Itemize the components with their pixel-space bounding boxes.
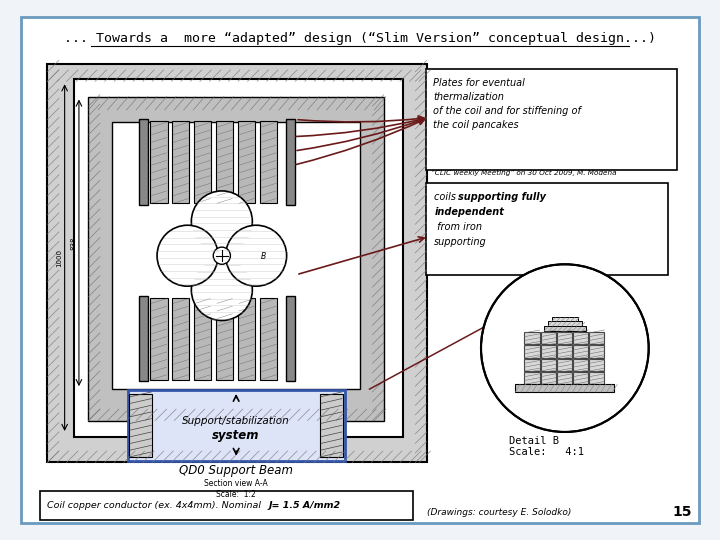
Bar (557, 332, 572, 345)
Bar (524, 345, 539, 357)
Text: system: system (212, 429, 260, 442)
Bar (557, 345, 572, 357)
Bar (320, 394, 343, 457)
Text: (Drawings: courtesy E. Solodko): (Drawings: courtesy E. Solodko) (427, 508, 571, 516)
Text: supporting fully: supporting fully (458, 192, 546, 202)
Bar (524, 359, 539, 371)
FancyBboxPatch shape (40, 491, 413, 519)
Bar (286, 296, 295, 381)
FancyBboxPatch shape (21, 17, 699, 523)
Text: Detail B
Scale:   4:1: Detail B Scale: 4:1 (508, 436, 584, 457)
Text: QD0 Support Beam: QD0 Support Beam (179, 463, 293, 477)
Text: Section view A-A
Scale:  1:2: Section view A-A Scale: 1:2 (204, 480, 268, 499)
Circle shape (213, 247, 230, 264)
Circle shape (481, 264, 649, 432)
Text: coils: coils (434, 192, 459, 202)
Bar (112, 123, 360, 389)
Bar (541, 359, 556, 371)
Bar (552, 316, 578, 321)
Bar (48, 64, 427, 462)
Text: Plates for eventual
thermalization
of the coil and for stiffening of
the coil pa: Plates for eventual thermalization of th… (433, 78, 581, 130)
Bar (573, 359, 588, 371)
Bar (541, 332, 556, 345)
Circle shape (192, 260, 252, 321)
Text: Support/stabilization: Support/stabilization (182, 416, 290, 426)
FancyBboxPatch shape (127, 390, 345, 461)
Text: “CLIC weekly Meeting” on 30 Oct 2009, M. Modena: “CLIC weekly Meeting” on 30 Oct 2009, M.… (431, 170, 617, 176)
FancyBboxPatch shape (426, 69, 678, 170)
Bar (286, 119, 295, 205)
Bar (139, 296, 148, 381)
Bar (150, 298, 168, 380)
Bar (548, 321, 582, 326)
Bar (573, 372, 588, 384)
Text: supporting: supporting (434, 237, 487, 247)
Bar (172, 298, 189, 380)
FancyBboxPatch shape (426, 183, 667, 275)
Text: B: B (261, 252, 266, 261)
Bar (524, 372, 539, 384)
Bar (89, 97, 384, 421)
Bar (541, 345, 556, 357)
Bar (589, 332, 604, 345)
Bar (238, 122, 255, 203)
Bar (573, 345, 588, 357)
Bar (139, 119, 148, 205)
Text: independent: independent (434, 207, 504, 217)
Bar (516, 384, 614, 392)
Bar (150, 122, 168, 203)
Bar (216, 298, 233, 380)
Bar (238, 298, 255, 380)
Circle shape (225, 225, 287, 286)
Bar (557, 359, 572, 371)
Bar (589, 372, 604, 384)
Text: from iron: from iron (434, 222, 482, 232)
Bar (544, 326, 586, 331)
Text: 15: 15 (672, 505, 692, 519)
Bar (74, 79, 403, 437)
Bar (260, 122, 277, 203)
Circle shape (192, 191, 252, 252)
Bar (260, 298, 277, 380)
Bar (130, 394, 153, 457)
Text: 1000: 1000 (56, 248, 62, 267)
Text: Coil copper conductor (ex. 4x4mm). Nominal: Coil copper conductor (ex. 4x4mm). Nomin… (48, 501, 264, 510)
Bar (541, 372, 556, 384)
Bar (216, 122, 233, 203)
Bar (172, 122, 189, 203)
Bar (524, 332, 539, 345)
Bar (194, 298, 212, 380)
Bar (589, 359, 604, 371)
Text: ... Towards a  more “adapted” design (“Slim Version” conceptual design...): ... Towards a more “adapted” design (“Sl… (64, 32, 656, 45)
Bar (557, 372, 572, 384)
Bar (573, 332, 588, 345)
Bar (194, 122, 212, 203)
Circle shape (157, 225, 218, 286)
Text: 838: 838 (71, 237, 76, 250)
Text: J= 1.5 A/mm2: J= 1.5 A/mm2 (269, 501, 341, 510)
Bar (589, 345, 604, 357)
